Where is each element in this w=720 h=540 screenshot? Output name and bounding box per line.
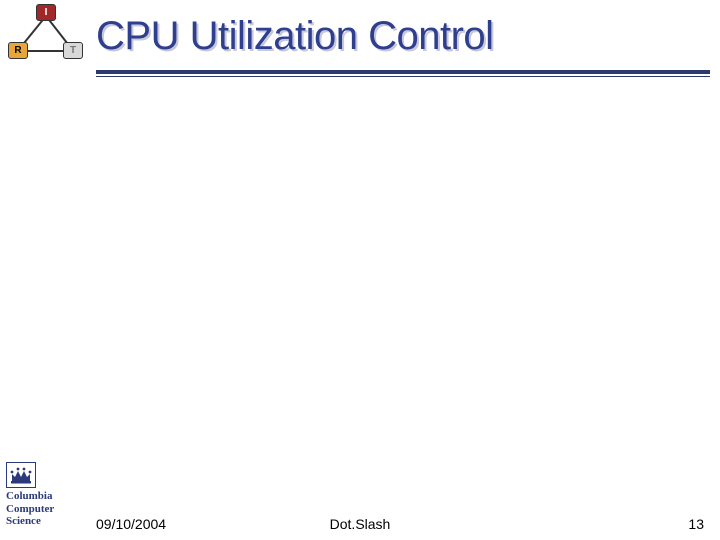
node-i: I: [36, 4, 56, 21]
institution-line1: Columbia: [6, 490, 90, 503]
irt-triangle-logo: I R T: [8, 4, 78, 62]
title-underline-thin: [96, 76, 710, 77]
slide-title: CPU Utilization Control: [96, 14, 494, 59]
node-t: T: [63, 42, 83, 59]
slide: I R T CPU Utilization Control Columbia C…: [0, 0, 720, 540]
footer-page-number: 13: [688, 516, 704, 532]
institution-line2: Computer: [6, 503, 90, 516]
footer-center: Dot.Slash: [0, 516, 720, 532]
title-underline-thick: [96, 70, 710, 74]
crown-icon: [6, 462, 36, 488]
node-r: R: [8, 42, 28, 59]
